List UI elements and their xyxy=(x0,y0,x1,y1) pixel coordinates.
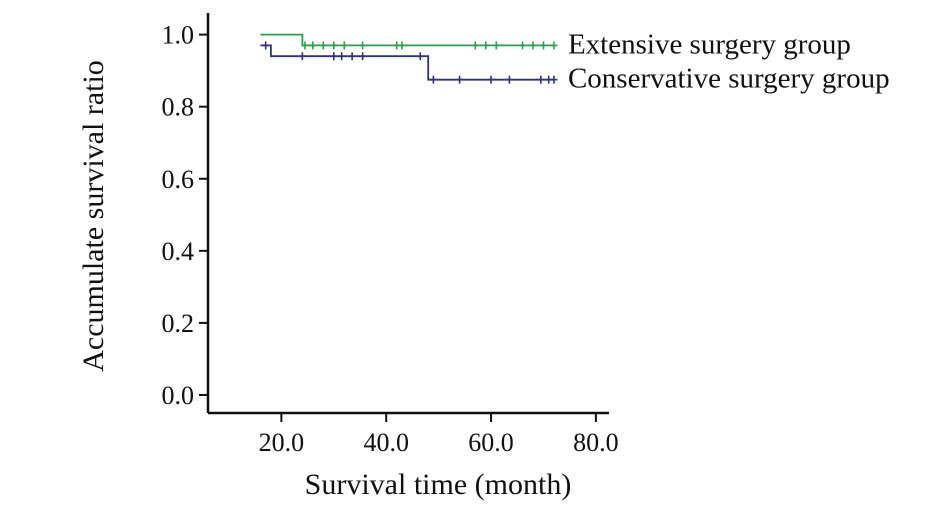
censor-mark xyxy=(338,52,346,61)
y-tick-label: 0.2 xyxy=(162,309,195,338)
censor-mark xyxy=(537,75,545,84)
y-tick-label: 0.4 xyxy=(162,237,195,266)
censor-mark xyxy=(298,52,306,61)
x-tick-label: 60.0 xyxy=(468,428,514,457)
censor-mark xyxy=(330,52,338,61)
x-axis-title: Survival time (month) xyxy=(305,468,572,501)
censor-mark xyxy=(359,52,367,61)
series-line-0 xyxy=(260,33,554,47)
censor-mark xyxy=(416,52,424,61)
censor-mark xyxy=(309,41,317,50)
y-tick-label: 0.8 xyxy=(162,93,195,122)
censor-mark xyxy=(340,41,348,50)
censor-mark xyxy=(398,41,406,50)
censor-mark xyxy=(550,75,558,84)
censor-mark xyxy=(482,41,490,50)
series-label: Extensive surgery group xyxy=(568,28,851,60)
y-tick-label: 0.0 xyxy=(162,381,195,410)
censor-mark xyxy=(319,41,327,50)
censor-mark xyxy=(301,41,309,50)
censor-mark xyxy=(529,41,537,50)
censor-mark xyxy=(429,75,437,84)
x-tick-label: 40.0 xyxy=(363,428,409,457)
censor-mark xyxy=(471,41,479,50)
censor-mark xyxy=(519,41,527,50)
y-axis: 0.0 0.2 0.4 0.6 0.8 1.0 xyxy=(162,13,210,413)
censor-mark xyxy=(359,41,367,50)
censor-mark xyxy=(330,41,338,50)
x-axis: 20.0 40.0 60.0 80.0 xyxy=(208,411,619,457)
series-label: Conservative surgery group xyxy=(568,63,890,95)
x-tick-label: 20.0 xyxy=(259,428,305,457)
censor-mark xyxy=(348,52,356,61)
censor-mark xyxy=(505,75,513,84)
y-tick-label: 0.6 xyxy=(162,165,195,194)
censor-mark xyxy=(492,41,500,50)
series-line-1 xyxy=(260,44,554,81)
censor-mark xyxy=(456,75,464,84)
censor-mark xyxy=(262,41,270,50)
censor-mark xyxy=(550,41,558,50)
censor-mark xyxy=(539,41,547,50)
censor-mark xyxy=(487,75,495,84)
y-axis-title: Accumulate survival ratio xyxy=(77,60,110,372)
y-tick-label: 1.0 xyxy=(162,21,195,50)
x-tick-label: 80.0 xyxy=(573,428,619,457)
